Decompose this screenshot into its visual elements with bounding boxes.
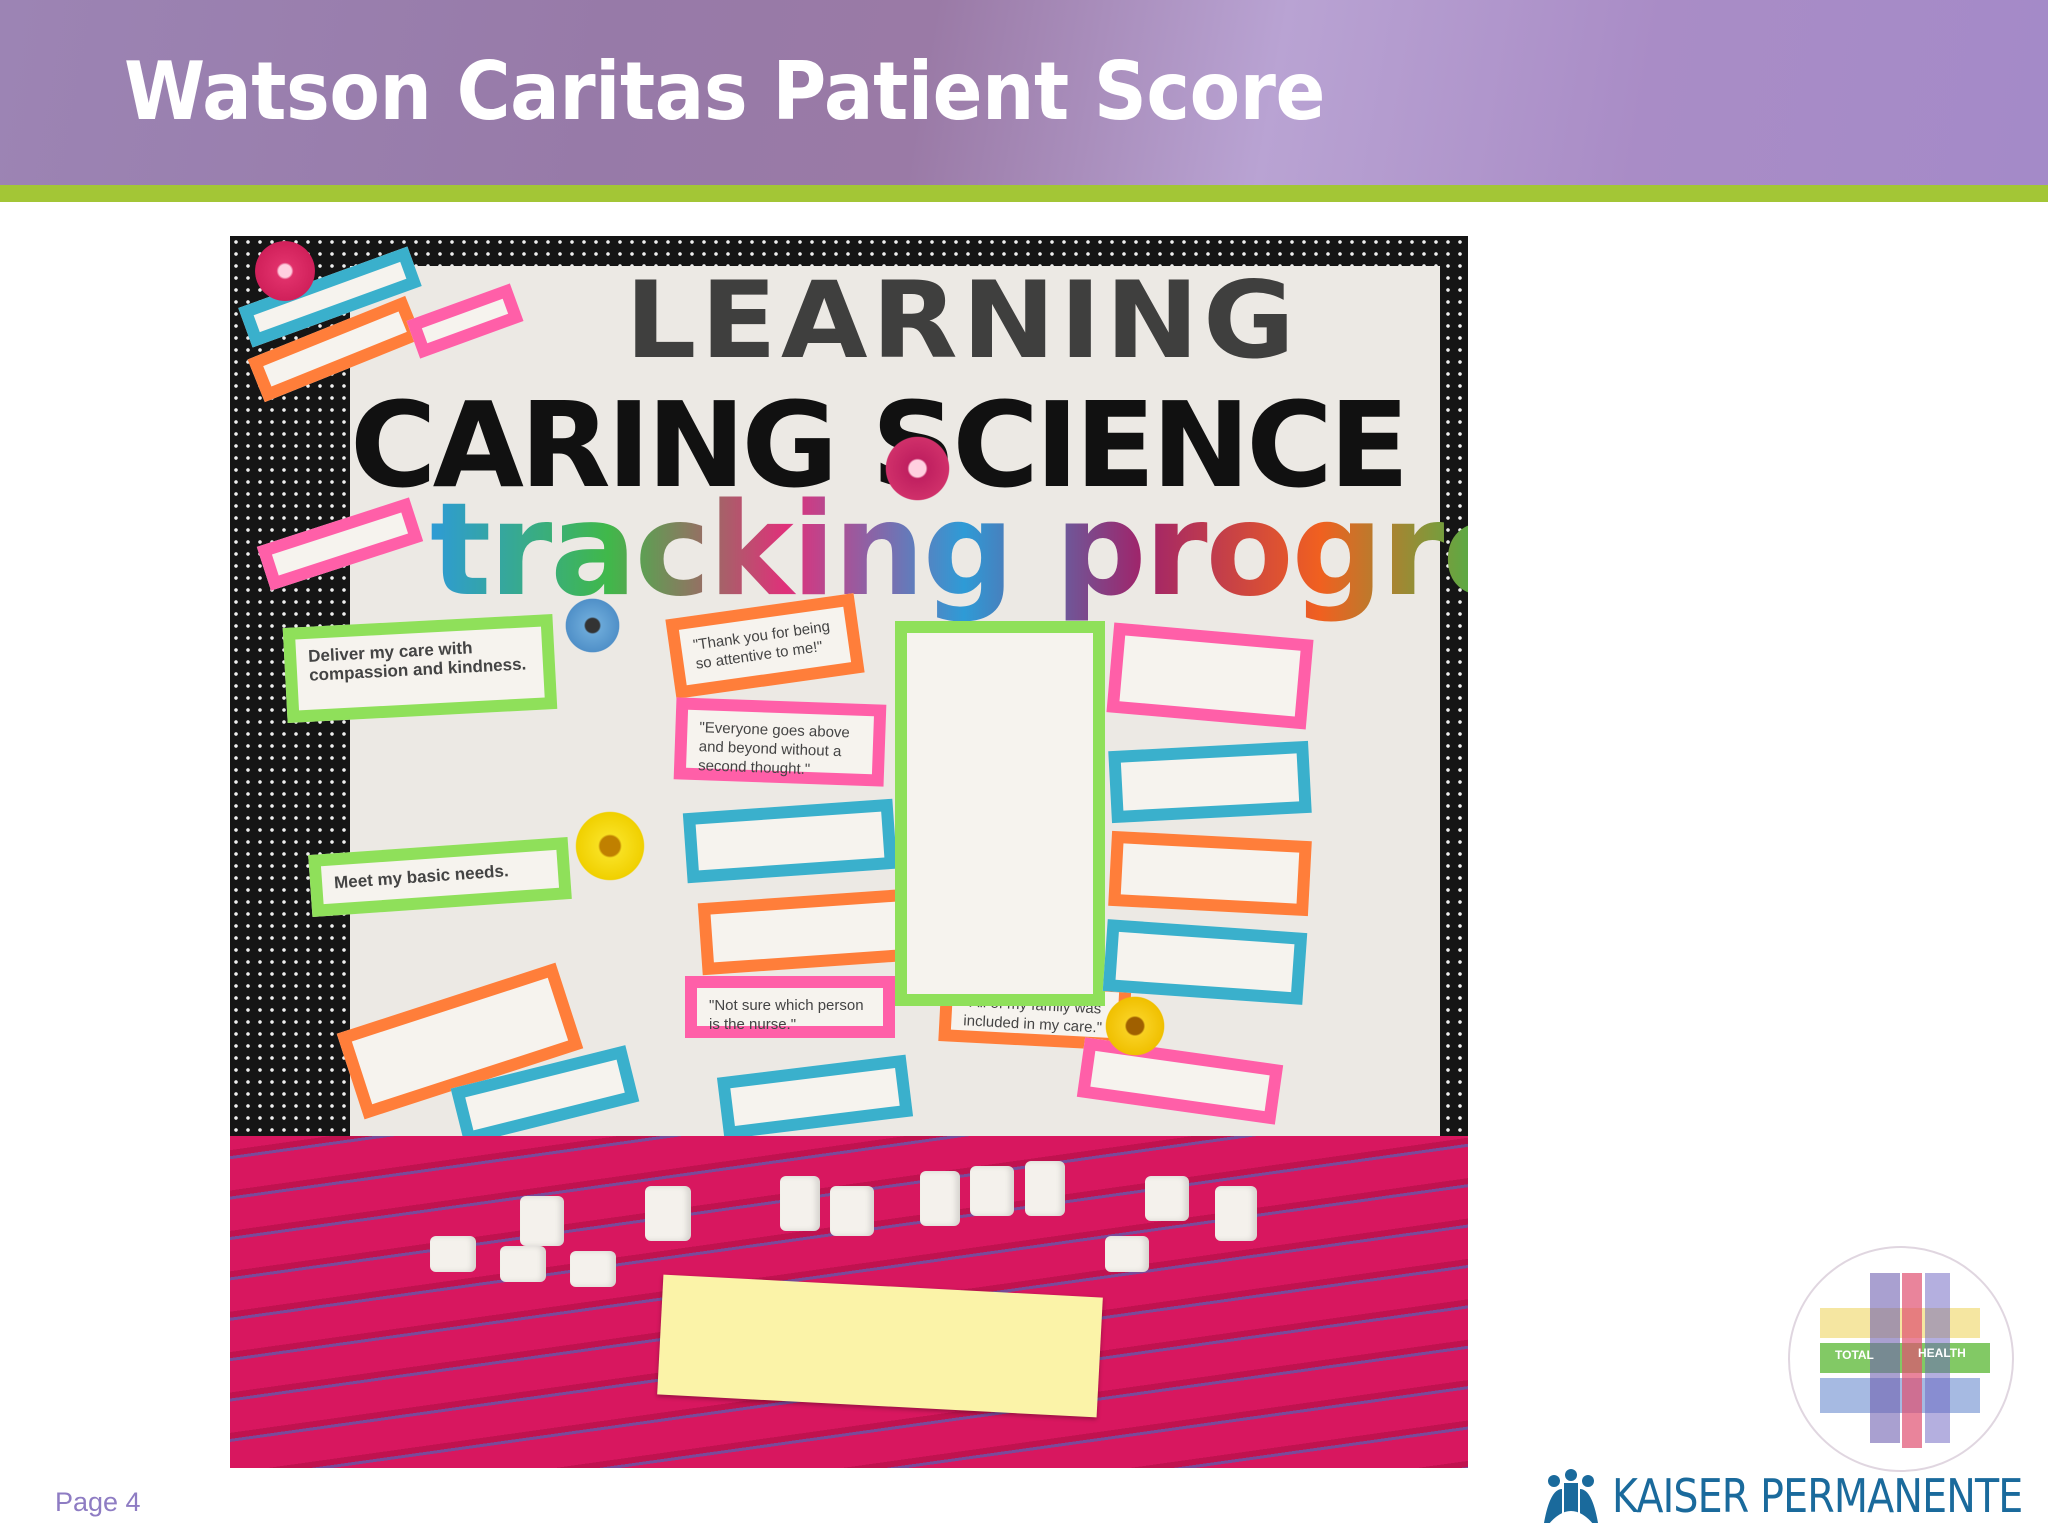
tea-light-candle [500, 1246, 546, 1282]
flower-decoration [575, 811, 645, 881]
slide-title: Watson Caritas Patient Score [124, 45, 1325, 138]
caring-science-logo: TOTAL HEALTH [1788, 1246, 2014, 1472]
candle [970, 1166, 1014, 1216]
flower-decoration [255, 241, 315, 301]
board-card: Deliver my care with compassion and kind… [282, 613, 558, 724]
tea-light-candle [430, 1236, 476, 1272]
candle [645, 1186, 691, 1241]
display-board-photo: LEARNING CARING SCIENCE tracking progres… [230, 236, 1468, 1468]
board-card: "Everyone goes above and beyond without … [673, 697, 887, 787]
candle [780, 1176, 820, 1231]
title-banner: Watson Caritas Patient Score [0, 0, 2048, 185]
tea-light-candle [570, 1251, 616, 1287]
board-survey-sheet [895, 621, 1105, 1006]
board-card-illegible [682, 798, 898, 884]
kaiser-people-icon [1544, 1469, 1598, 1525]
board-card: "Not sure which person is the nurse." [685, 976, 895, 1038]
board-card-illegible [1106, 622, 1314, 730]
logo-text-total: TOTAL [1835, 1348, 1874, 1362]
caring-science-emblem-icon [1820, 1273, 1990, 1448]
board-card-illegible [697, 888, 913, 976]
flower-decoration [885, 436, 950, 501]
candle [830, 1186, 874, 1236]
candle [920, 1171, 960, 1226]
candle [1145, 1176, 1189, 1221]
flower-decoration [565, 598, 620, 653]
board-card-illegible [1108, 830, 1312, 917]
flower-decoration [1105, 996, 1165, 1056]
board-card-illegible [1108, 740, 1312, 824]
logo-text-health: HEALTH [1918, 1346, 1966, 1360]
candle [1215, 1186, 1257, 1241]
candle [520, 1196, 564, 1246]
board-heading-caring-science: CARING SCIENCE [350, 376, 1409, 514]
kaiser-permanente-wordmark: KAISER PERMANENTE [1612, 1469, 2023, 1523]
candle [1025, 1161, 1065, 1216]
kaiser-permanente-logo: KAISER PERMANENTE [1540, 1466, 2048, 1526]
accent-divider [0, 185, 2048, 202]
paper-stack [657, 1274, 1103, 1418]
page-number: Page 4 [55, 1487, 141, 1517]
board-card-illegible [1102, 919, 1308, 1005]
board-heading-learning: LEARNING [625, 259, 1299, 383]
tea-light-candle [1105, 1236, 1149, 1272]
